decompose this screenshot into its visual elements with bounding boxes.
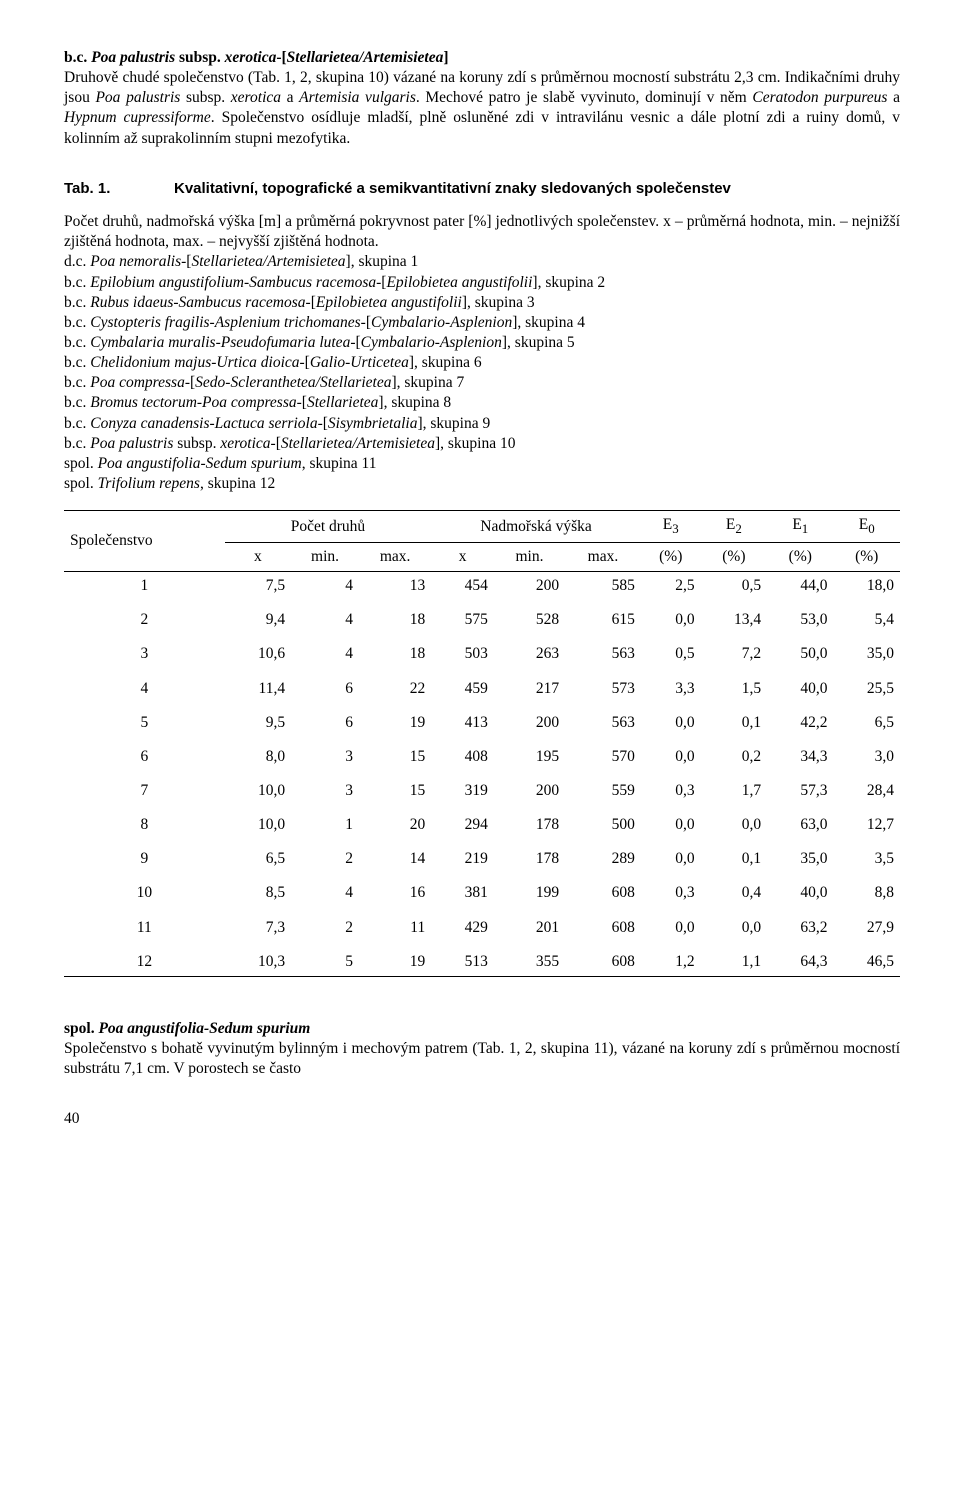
table-row: 310,64185032635630,57,250,035,0	[64, 640, 900, 668]
col-nadm: Nadmořská výška	[431, 511, 641, 543]
table-row: 1210,35195133556081,21,164,346,5	[64, 948, 900, 977]
closing-paragraph: spol. Poa angustifolia-Sedum spurium Spo…	[64, 1019, 900, 1079]
legend-line: b.c. Epilobium angustifolium-Sambucus ra…	[64, 273, 900, 293]
section2-heading: spol. Poa angustifolia-Sedum spurium	[64, 1020, 310, 1037]
table-row: 68,03154081955700,00,234,33,0	[64, 743, 900, 771]
legend-line: b.c. Chelidonium majus-Urtica dioica-[Ga…	[64, 353, 900, 373]
legend-line: b.c. Poa palustris subsp. xerotica-[Stel…	[64, 434, 900, 454]
table-label: Tab. 1.	[64, 179, 174, 199]
legend-line: b.c. Bromus tectorum-Poa compressa-[Stel…	[64, 393, 900, 413]
table-row: 96,52142191782890,00,135,03,5	[64, 845, 900, 873]
section-heading: b.c. Poa palustris subsp. xerotica-[Stel…	[64, 49, 449, 66]
section2-body: Společenstvo s bohatě vyvinutým bylinným…	[64, 1039, 900, 1079]
legend-line: b.c. Conyza canadensis-Lactuca serriola-…	[64, 414, 900, 434]
table-row: 59,56194132005630,00,142,26,5	[64, 709, 900, 737]
table-row: 117,32114292016080,00,063,227,9	[64, 914, 900, 942]
col-e0: E0	[833, 511, 900, 543]
page-number: 40	[64, 1109, 900, 1129]
table-row: 29,44185755286150,013,453,05,4	[64, 606, 900, 634]
col-pocet: Počet druhů	[225, 511, 432, 543]
legend-line: b.c. Cystopteris fragilis-Asplenium tric…	[64, 313, 900, 333]
col-e1: E1	[767, 511, 833, 543]
legend-line: b.c. Cymbalaria muralis-Pseudofumaria lu…	[64, 333, 900, 353]
table-row: 108,54163811996080,30,440,08,8	[64, 879, 900, 907]
table-header-row: Společenstvo Počet druhů Nadmořská výška…	[64, 511, 900, 543]
table-row: 17,54134542005852,50,544,018,0	[64, 572, 900, 601]
legend-line: b.c. Rubus idaeus-Sambucus racemosa-[Epi…	[64, 293, 900, 313]
legend-intro: Počet druhů, nadmořská výška [m] a průmě…	[64, 212, 900, 252]
legend-line: d.c. Poa nemoralis-[Stellarietea/Artemis…	[64, 252, 900, 272]
col-spolecenstvo: Společenstvo	[64, 511, 225, 572]
table-row: 810,01202941785000,00,063,012,7	[64, 811, 900, 839]
table-row: 710,03153192005590,31,757,328,4	[64, 777, 900, 805]
legend-line: spol. Trifolium repens, skupina 12	[64, 474, 900, 494]
legend-line: spol. Poa angustifolia-Sedum spurium, sk…	[64, 454, 900, 474]
intro-paragraph: b.c. Poa palustris subsp. xerotica-[Stel…	[64, 48, 900, 149]
section-body: Druhově chudé společenstvo (Tab. 1, 2, s…	[64, 68, 900, 149]
table-legend: Počet druhů, nadmořská výška [m] a průmě…	[64, 212, 900, 494]
col-e3: E3	[641, 511, 701, 543]
table-title: Tab. 1. Kvalitativní, topografické a sem…	[64, 179, 900, 199]
table-description: Kvalitativní, topografické a semikvantit…	[174, 179, 900, 199]
col-e2: E2	[701, 511, 767, 543]
table-row: 411,46224592175733,31,540,025,5	[64, 675, 900, 703]
legend-line: b.c. Poa compressa-[Sedo-Scleranthetea/S…	[64, 373, 900, 393]
data-table: Společenstvo Počet druhů Nadmořská výška…	[64, 510, 900, 977]
